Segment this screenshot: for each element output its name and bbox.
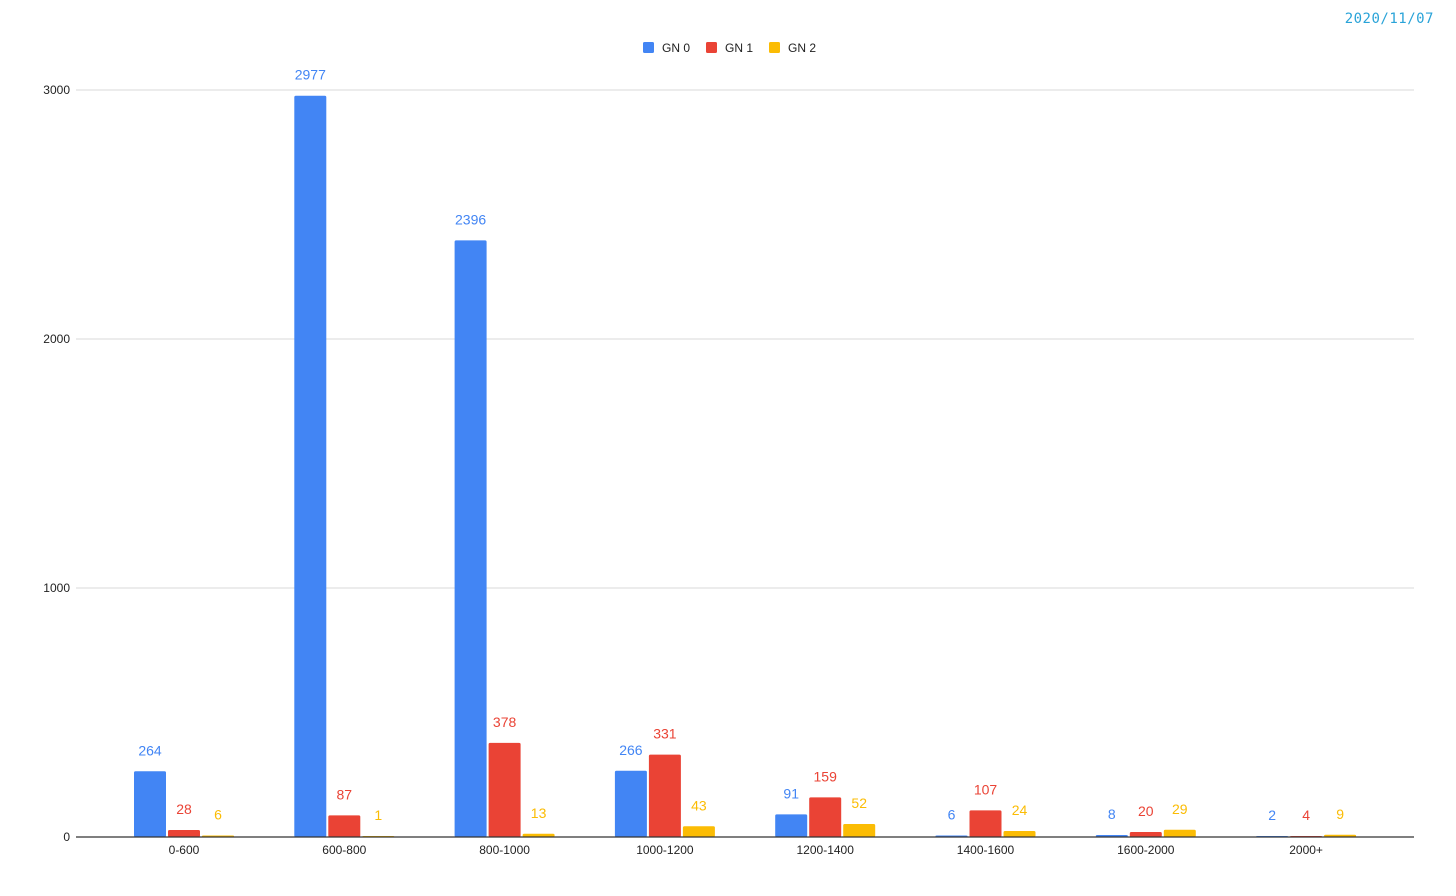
data-label: 9 bbox=[1336, 806, 1344, 822]
y-tick-label: 3000 bbox=[43, 83, 70, 97]
x-tick-label: 600-800 bbox=[322, 843, 366, 857]
data-label: 6 bbox=[948, 807, 956, 823]
legend-swatch bbox=[706, 42, 717, 53]
x-tick-label: 2000+ bbox=[1289, 843, 1323, 857]
data-label: 1 bbox=[374, 807, 382, 823]
bar-gn-1 bbox=[488, 742, 521, 837]
y-tick-label: 2000 bbox=[43, 332, 70, 346]
data-label: 378 bbox=[493, 714, 517, 730]
bar-gn-2 bbox=[522, 833, 555, 837]
bar-gn-0 bbox=[614, 770, 647, 837]
legend[interactable]: GN 0 GN 1 GN 2 bbox=[643, 41, 816, 55]
data-label: 6 bbox=[214, 807, 222, 823]
bar-gn-2 bbox=[1003, 831, 1036, 837]
data-label: 2 bbox=[1268, 807, 1276, 823]
axes: 0 1000 2000 3000 0-600 600-800 800-1000 1000-12… bbox=[43, 83, 1414, 857]
bar-gn-2 bbox=[1163, 829, 1196, 837]
x-tick-label: 800-1000 bbox=[479, 843, 530, 857]
bar-gn-1 bbox=[648, 754, 681, 837]
data-label: 4 bbox=[1302, 807, 1310, 823]
bar-gn-1 bbox=[328, 815, 361, 837]
legend-label: GN 0 bbox=[662, 41, 690, 55]
data-label: 20 bbox=[1138, 803, 1154, 819]
legend-swatch bbox=[769, 42, 780, 53]
bar-gn-2 bbox=[843, 824, 876, 837]
bar-gn-1 bbox=[1129, 832, 1162, 837]
x-tick-label: 1200-1400 bbox=[797, 843, 855, 857]
x-tick-label: 1400-1600 bbox=[957, 843, 1015, 857]
y-tick-label: 0 bbox=[63, 830, 70, 844]
legend-item[interactable]: GN 0 bbox=[643, 41, 690, 55]
data-label: 264 bbox=[138, 742, 162, 758]
data-label: 87 bbox=[337, 786, 353, 802]
data-label: 91 bbox=[783, 785, 799, 801]
date-stamp: 2020/11/07 bbox=[1344, 11, 1434, 27]
data-label: 13 bbox=[531, 805, 547, 821]
data-label: 24 bbox=[1012, 802, 1028, 818]
data-label: 8 bbox=[1108, 806, 1116, 822]
x-tick-label: 0-600 bbox=[169, 843, 200, 857]
legend-swatch bbox=[643, 42, 654, 53]
data-label: 52 bbox=[851, 795, 867, 811]
x-tick-label: 1600-2000 bbox=[1117, 843, 1175, 857]
bar-gn-1 bbox=[809, 797, 842, 837]
bar-gn-2 bbox=[682, 826, 715, 837]
y-tick-label: 1000 bbox=[43, 581, 70, 595]
gridlines bbox=[76, 89, 1414, 589]
bars bbox=[134, 95, 1357, 838]
data-label: 331 bbox=[653, 726, 677, 742]
x-tick-label: 1000-1200 bbox=[636, 843, 694, 857]
legend-item[interactable]: GN 1 bbox=[706, 41, 753, 55]
data-label: 43 bbox=[691, 797, 707, 813]
bar-gn-0 bbox=[775, 814, 808, 837]
bar-gn-0 bbox=[134, 771, 166, 837]
data-label: 107 bbox=[974, 781, 998, 797]
legend-item[interactable]: GN 2 bbox=[769, 41, 816, 55]
bar-gn-0 bbox=[294, 95, 327, 838]
legend-label: GN 2 bbox=[788, 41, 816, 55]
data-label: 29 bbox=[1172, 801, 1188, 817]
bar-gn-1 bbox=[168, 830, 200, 837]
data-label: 266 bbox=[619, 742, 643, 758]
bar-gn-1 bbox=[969, 810, 1002, 837]
data-label: 2977 bbox=[295, 67, 326, 83]
data-label: 159 bbox=[814, 768, 838, 784]
data-label: 2396 bbox=[455, 211, 486, 227]
data-label: 28 bbox=[176, 801, 192, 817]
legend-label: GN 1 bbox=[725, 41, 753, 55]
bar-gn-0 bbox=[454, 240, 487, 837]
